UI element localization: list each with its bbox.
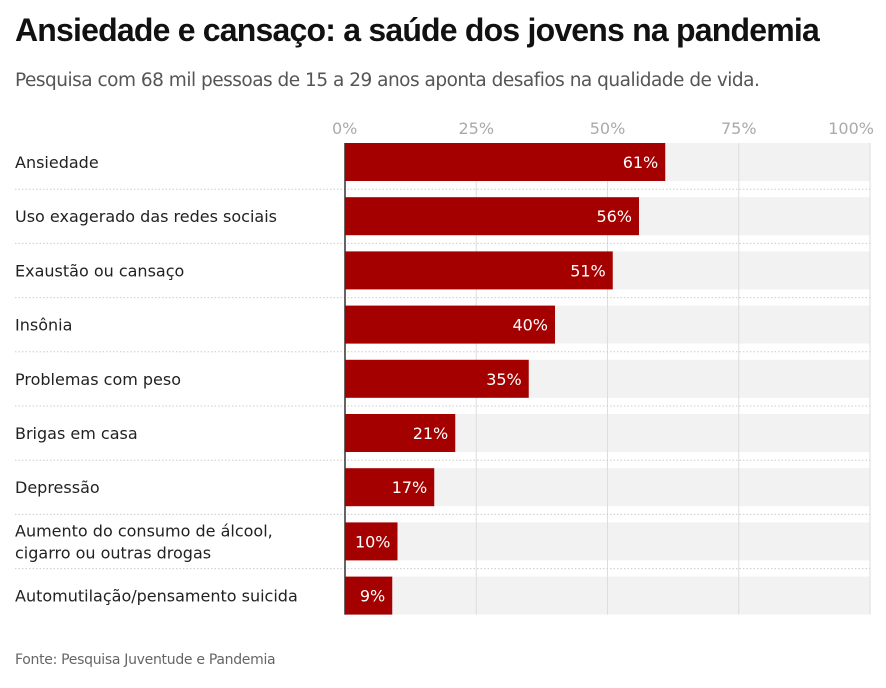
category-label: cigarro ou outras drogas <box>15 543 211 562</box>
x-tick-label: 100% <box>828 119 874 138</box>
x-tick-label: 50% <box>590 119 626 138</box>
bar <box>345 197 639 236</box>
value-label: 21% <box>413 424 449 443</box>
category-label: Aumento do consumo de álcool, <box>15 521 273 540</box>
bar <box>345 576 393 615</box>
chart-title: Ansiedade e cansaço: a saúde dos jovens … <box>15 12 820 48</box>
value-label: 51% <box>570 261 606 280</box>
category-label: Depressão <box>15 478 100 497</box>
bar <box>345 522 398 561</box>
category-label: Exaustão ou cansaço <box>15 261 184 280</box>
value-label: 56% <box>596 207 632 226</box>
category-label: Insônia <box>15 316 72 335</box>
category-label: Problemas com peso <box>15 370 181 389</box>
bar <box>345 143 666 181</box>
bar <box>345 305 555 344</box>
bar <box>345 468 435 507</box>
chart-subtitle: Pesquisa com 68 mil pessoas de 15 a 29 a… <box>15 70 760 91</box>
category-label: Uso exagerado das redes sociais <box>15 207 277 226</box>
source-note: Fonte: Pesquisa Juventude e Pandemia <box>15 652 276 668</box>
category-label: Automutilação/pensamento suicida <box>15 587 298 606</box>
value-label: 9% <box>360 587 385 606</box>
value-label: 10% <box>355 532 391 551</box>
value-label: 17% <box>392 478 428 497</box>
x-tick-label: 0% <box>332 119 357 138</box>
x-tick-label: 25% <box>458 119 494 138</box>
bar <box>345 359 529 398</box>
category-label: Ansiedade <box>15 153 99 172</box>
value-label: 35% <box>486 370 522 389</box>
x-tick-label: 75% <box>721 119 757 138</box>
category-label: Brigas em casa <box>15 424 138 443</box>
value-label: 61% <box>623 153 659 172</box>
bar <box>345 251 613 290</box>
bar <box>345 414 456 452</box>
value-label: 40% <box>512 316 548 335</box>
